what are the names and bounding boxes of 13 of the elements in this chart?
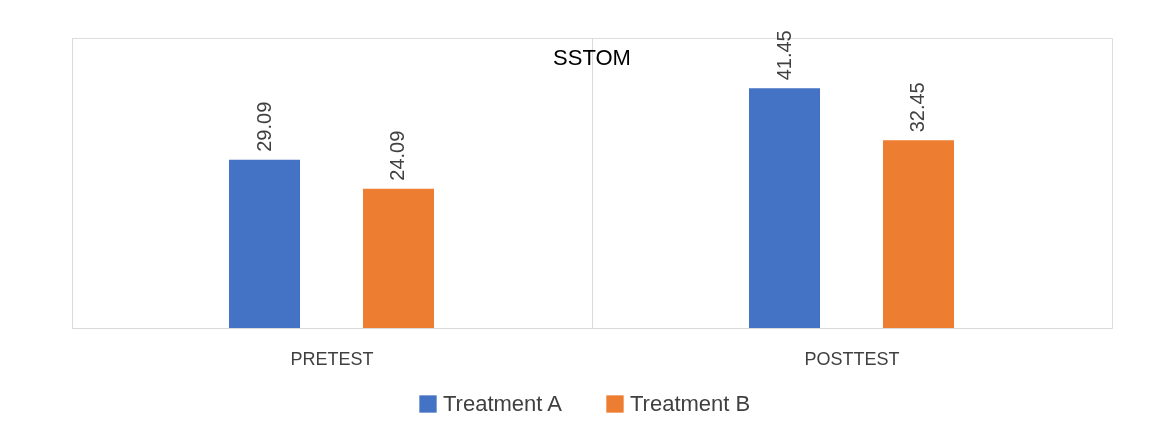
bar <box>749 88 821 328</box>
bar <box>229 159 301 328</box>
chart-title: SSTOM <box>553 45 631 71</box>
bar <box>882 140 954 328</box>
x-tick-label: POSTTEST <box>804 348 900 369</box>
x-tick-label: PRETEST <box>290 348 374 369</box>
data-label: 24.09 <box>386 130 409 181</box>
legend-label: Treatment B <box>630 391 751 416</box>
data-label: 32.45 <box>906 82 929 133</box>
bar <box>362 188 434 328</box>
data-label: 41.45 <box>772 30 795 81</box>
data-label: 29.09 <box>252 101 275 152</box>
legend-label: Treatment A <box>443 391 563 416</box>
